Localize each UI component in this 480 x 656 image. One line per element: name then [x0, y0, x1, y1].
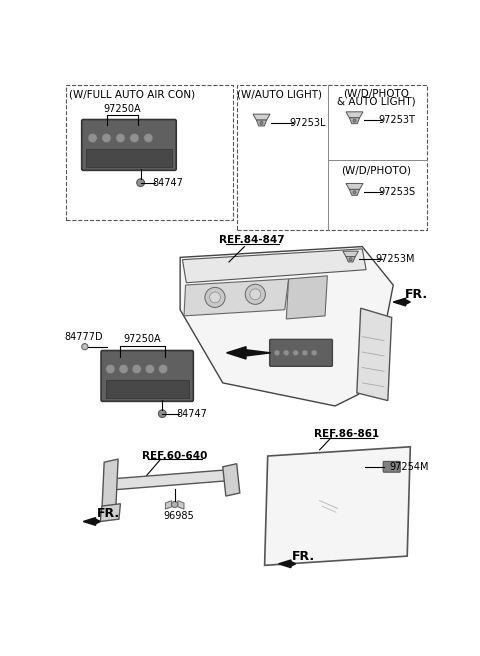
Circle shape	[353, 119, 356, 122]
Polygon shape	[253, 114, 270, 120]
Text: 97253S: 97253S	[379, 187, 416, 197]
Circle shape	[293, 350, 298, 356]
FancyBboxPatch shape	[383, 461, 400, 472]
Polygon shape	[182, 249, 366, 283]
Polygon shape	[102, 459, 118, 512]
Polygon shape	[349, 118, 360, 124]
Polygon shape	[393, 298, 410, 306]
Circle shape	[145, 364, 155, 374]
Polygon shape	[346, 184, 363, 190]
Circle shape	[349, 258, 352, 261]
Circle shape	[205, 287, 225, 308]
Polygon shape	[108, 470, 229, 490]
Circle shape	[82, 344, 88, 350]
Text: FR.: FR.	[405, 288, 428, 301]
Polygon shape	[357, 308, 392, 401]
Polygon shape	[346, 112, 363, 118]
Circle shape	[245, 284, 265, 304]
Text: 84747: 84747	[152, 178, 183, 188]
Text: 84777D: 84777D	[64, 332, 103, 342]
Text: (W/AUTO LIGHT): (W/AUTO LIGHT)	[237, 90, 322, 100]
Polygon shape	[343, 251, 359, 256]
Text: 96985: 96985	[163, 511, 194, 521]
Text: 97250A: 97250A	[103, 104, 141, 113]
Circle shape	[353, 191, 356, 194]
Circle shape	[106, 364, 115, 374]
Polygon shape	[184, 279, 288, 316]
Text: 97253L: 97253L	[290, 117, 326, 128]
Polygon shape	[180, 247, 393, 406]
Circle shape	[302, 350, 308, 356]
FancyBboxPatch shape	[270, 339, 333, 366]
Circle shape	[119, 364, 128, 374]
Text: REF.84-847: REF.84-847	[219, 236, 285, 245]
Polygon shape	[100, 504, 120, 522]
Circle shape	[88, 133, 97, 142]
Polygon shape	[278, 560, 296, 567]
Polygon shape	[178, 501, 184, 509]
Bar	[237, 85, 427, 230]
Text: REF.86-861: REF.86-861	[314, 430, 379, 440]
Text: (W/D/PHOTO): (W/D/PHOTO)	[341, 165, 411, 175]
Polygon shape	[223, 464, 240, 496]
Text: & AUTO LIGHT): & AUTO LIGHT)	[337, 97, 416, 107]
Circle shape	[250, 289, 261, 300]
Polygon shape	[349, 190, 360, 195]
Polygon shape	[227, 346, 271, 359]
Circle shape	[210, 292, 220, 303]
Polygon shape	[83, 518, 100, 525]
Polygon shape	[256, 120, 266, 126]
Circle shape	[284, 350, 289, 356]
Circle shape	[158, 364, 168, 374]
Circle shape	[172, 501, 178, 508]
Text: 97254M: 97254M	[389, 462, 429, 472]
Text: (W/D/PHOTO: (W/D/PHOTO	[343, 89, 409, 98]
Bar	[66, 85, 233, 220]
Text: FR.: FR.	[292, 550, 315, 563]
Text: FR.: FR.	[96, 507, 120, 520]
Bar	[86, 149, 172, 167]
Polygon shape	[166, 501, 172, 509]
Polygon shape	[264, 447, 410, 565]
FancyBboxPatch shape	[82, 119, 176, 171]
Text: REF.60-640: REF.60-640	[142, 451, 207, 461]
Circle shape	[102, 133, 111, 142]
Circle shape	[116, 133, 125, 142]
Bar	[106, 380, 189, 398]
Text: 97250A: 97250A	[123, 334, 161, 344]
FancyBboxPatch shape	[101, 350, 193, 401]
Text: 84747: 84747	[176, 409, 207, 419]
Circle shape	[144, 133, 153, 142]
Circle shape	[274, 350, 280, 356]
Circle shape	[158, 410, 166, 417]
Circle shape	[130, 133, 139, 142]
Text: 97253M: 97253M	[376, 254, 415, 264]
Text: 97253T: 97253T	[379, 115, 416, 125]
Text: (W/FULL AUTO AIR CON): (W/FULL AUTO AIR CON)	[69, 90, 195, 100]
Polygon shape	[286, 276, 327, 319]
Circle shape	[312, 350, 317, 356]
Polygon shape	[346, 256, 355, 262]
Circle shape	[137, 179, 144, 186]
Circle shape	[132, 364, 142, 374]
Circle shape	[260, 121, 263, 125]
